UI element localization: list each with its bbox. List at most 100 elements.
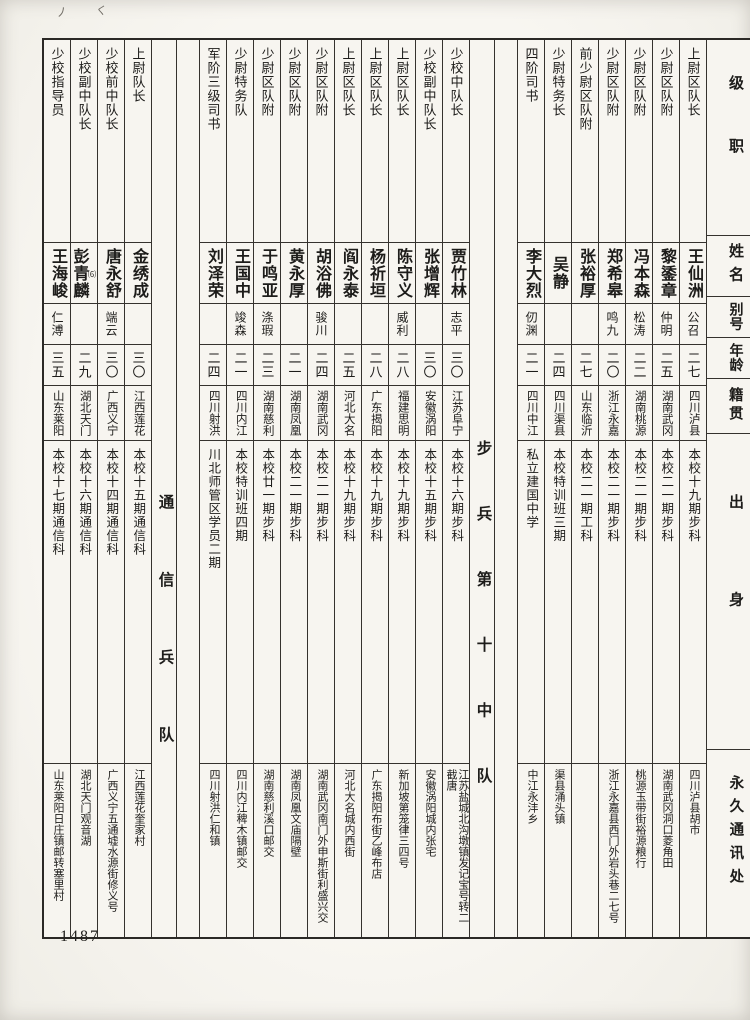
address-text: 桃源玉带街裕源粮行 [633, 769, 646, 868]
rank-text: 少尉区队附 [259, 47, 275, 117]
cell-age: 二三 [254, 344, 280, 385]
cell-age: 二四 [308, 344, 334, 385]
cell-address: 江苏盐城北沟墩镇发记宝号转二截唐 [443, 763, 469, 937]
alias-text: 端云 [104, 311, 118, 337]
name-text: 唐永舒 [103, 247, 120, 299]
section-divider-rule [493, 40, 495, 937]
origin-text: 本校二一期工科 [578, 448, 593, 543]
cell-native: 福建思明 [389, 385, 415, 440]
native-text: 湖南慈利 [261, 390, 274, 436]
cell-origin: 本校十五期通信科 [125, 440, 151, 763]
rank-text: 少尉区队附 [631, 47, 647, 117]
person-column: 少校副中队长 彭青麟 ⑹ 二九 湖北天门 本校十六期通信科 湖北天门观音湖 [71, 40, 98, 937]
cell-rank: 少校副中队长 [71, 40, 97, 242]
alias-text: 松涛 [632, 311, 646, 337]
cell-age: 二二 [626, 344, 652, 385]
header-rank: 级职 [707, 40, 750, 235]
cell-age: 二〇 [599, 344, 625, 385]
native-text: 四川射洪 [207, 390, 220, 436]
cell-native: 四川中江 [518, 385, 544, 440]
cell-origin: 本校二一期步科 [599, 440, 625, 763]
address-text: 江西莲花奎家村 [132, 769, 145, 846]
cell-rank: 少尉特务队 [227, 40, 253, 242]
origin-text: 川北师管区学员二期 [206, 448, 221, 570]
cell-rank: 上尉区队长 [389, 40, 415, 242]
cell-origin: 本校二一期步科 [653, 440, 679, 763]
rank-text: 上尉区队长 [340, 47, 356, 117]
cell-origin: 本校十九期步科 [680, 440, 706, 763]
cell-name: 黄永厚 [281, 242, 307, 303]
name-text: 王海峻 [49, 247, 66, 299]
cell-origin: 本校特训班四期 [227, 440, 253, 763]
cell-name: 李大烈 [518, 242, 544, 303]
cell-native: 湖南武冈 [308, 385, 334, 440]
cell-address: 桃源玉带街裕源粮行 [626, 763, 652, 937]
cell-address: 湖南凤凰文庙隔壁 [281, 763, 307, 937]
name-text: 郑希皋 [604, 247, 621, 299]
name-text: 于鸣亚 [259, 247, 276, 299]
native-text: 浙江永嘉 [606, 390, 619, 436]
cell-rank: 少校前中队长 [98, 40, 124, 242]
rank-text: 少校前中队长 [103, 47, 119, 131]
cell-origin: 本校十九期步科 [335, 440, 361, 763]
address-text: 四川泸县胡市 [687, 769, 700, 835]
age-text: 二〇 [604, 351, 620, 379]
person-column: 上尉区队长 陈守义 威利 二八 福建思明 本校十九期步科 新加坡第笼律三四号 [389, 40, 416, 937]
age-text: 二一 [286, 351, 302, 379]
rank-text: 少尉特务队 [232, 47, 248, 117]
cell-rank: 军阶三级司书 [200, 40, 226, 242]
native-text: 广东揭阳 [369, 390, 382, 436]
person-column: 少尉特务长 吴静 二四 四川渠县 本校特训班三期 渠县涌头镇 [545, 40, 572, 937]
cell-alias: 威利 [389, 303, 415, 344]
cell-rank: 少尉区队附 [254, 40, 280, 242]
cell-alias: 公召 [680, 303, 706, 344]
rank-text: 上尉区队长 [367, 47, 383, 117]
age-text: 二五 [340, 351, 356, 379]
rank-text: 少尉区队附 [313, 47, 329, 117]
cell-name: 张裕厚 [572, 242, 598, 303]
native-text: 湖南武冈 [315, 390, 328, 436]
cell-address: 广西义宁五通墟水源街修义号 [98, 763, 124, 937]
roster-table: 级职 姓名 别号 年龄 籍贯 出身 永久通讯处 上尉区队长 王仙洲 公召 二七 四川泸县… [42, 38, 750, 939]
person-column: 上尉队长 金绣成 三〇 江西莲花 本校十五期通信科 江西莲花奎家村 [125, 40, 152, 937]
person-column: 少校前中队长 唐永舒 端云 三〇 广西义宁 本校十四期通信科 广西义宁五通墟水源街修义号 [98, 40, 125, 937]
person-column: 少尉区队附 于鸣亚 涤瑕 二三 湖南慈利 本校廿一期步科 湖南慈利溪口邮交 [254, 40, 281, 937]
alias-text: 仲明 [659, 311, 673, 337]
name-text: 彭青麟 [71, 247, 88, 299]
header-name: 姓名 [707, 235, 750, 296]
header-name-label: 姓名 [727, 242, 743, 290]
cell-age: 二九 [71, 344, 97, 385]
cell-native: 湖南慈利 [254, 385, 280, 440]
person-column: 上尉区队长 阎永泰 二五 河北大名 本校十九期步科 河北大名城内西街 [335, 40, 362, 937]
cell-rank: 四阶司书 [518, 40, 544, 242]
alias-text: 仞渊 [524, 311, 538, 337]
header-column: 级职 姓名 别号 年龄 籍贯 出身 永久通讯处 [707, 40, 750, 937]
cell-rank: 少尉区队附 [599, 40, 625, 242]
native-text: 安徽涡阳 [423, 390, 436, 436]
cell-rank: 前少尉区队附 [572, 40, 598, 242]
age-text: 二八 [394, 351, 410, 379]
name-text: 冯本森 [631, 247, 648, 299]
person-column: 前少尉区队附 张裕厚 二七 山东临沂 本校二一期工科 [572, 40, 599, 937]
origin-text: 本校特训班四期 [233, 448, 248, 543]
cell-alias: 志平 [443, 303, 469, 344]
cell-origin: 本校二一期步科 [308, 440, 334, 763]
person-column: 少尉区队附 胡浴佛 骏川 二四 湖南武冈 本校二一期步科 湖南武冈南门外申斯街利盛兴交 [308, 40, 335, 937]
section-label-column: 通信兵队 [152, 40, 200, 937]
person-column: 少尉区队附 黎鋈章 仲明 二五 湖南武冈 本校二一期步科 湖南武冈洞口菱角田 [653, 40, 680, 937]
cell-age: 二一 [281, 344, 307, 385]
cell-native: 广东揭阳 [362, 385, 388, 440]
origin-text: 本校十四期通信科 [104, 448, 119, 556]
cell-alias [71, 303, 97, 344]
person-column: 少尉区队附 黄永厚 二一 湖南凤凰 本校二一期步科 湖南凤凰文庙隔壁 [281, 40, 308, 937]
address-text: 广西义宁五通墟水源街修义号 [105, 769, 118, 912]
cell-address: 渠县涌头镇 [545, 763, 571, 937]
person-column: 四阶司书 李大烈 仞渊 二一 四川中江 私立建国中学 中江永沣乡 [518, 40, 545, 937]
address-text: 新加坡第笼律三四号 [396, 769, 409, 868]
cell-name: 冯本森 [626, 242, 652, 303]
age-text: 二一 [232, 351, 248, 379]
rank-text: 少校指导员 [49, 47, 65, 117]
cell-alias: 端云 [98, 303, 124, 344]
cell-name: 刘泽荣 [200, 242, 226, 303]
cell-age: 三〇 [125, 344, 151, 385]
